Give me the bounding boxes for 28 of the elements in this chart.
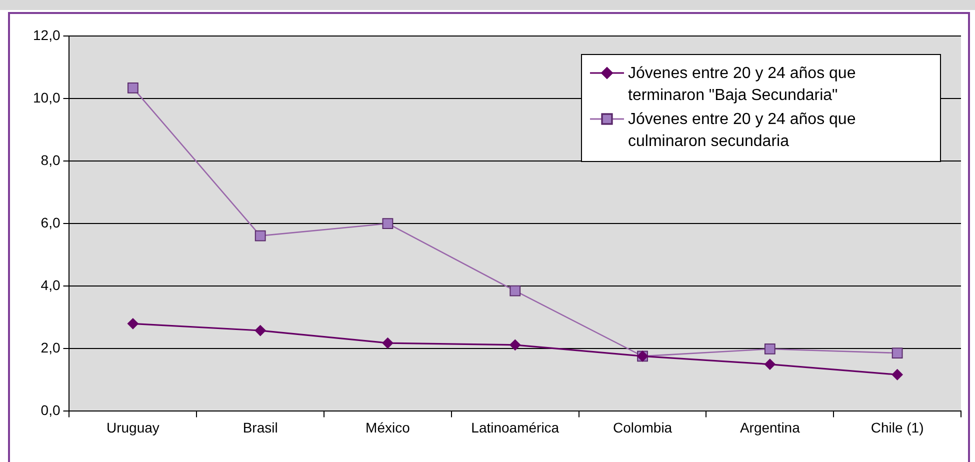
point [510,285,521,296]
x-tick-label: Brasil [242,419,278,436]
point [127,82,138,94]
y-tick-label: 8,0 [40,152,60,168]
point [254,230,266,242]
y-tick-label: 10,0 [33,89,60,106]
point [510,339,521,350]
point [892,369,903,380]
point [892,348,903,358]
legend-label: Jóvenes entre 20 y 24 años que terminaron "Baja Secundaria" [628,64,857,106]
point [382,218,394,230]
point [127,318,138,330]
y-tick-label: 0,0 [40,402,60,418]
y-tick-label: 2,0 [40,340,60,356]
x-tick-label: México [366,419,410,436]
x-tick-label: Argentina [740,419,800,436]
point [382,338,394,349]
y-tick-label: 12,0 [33,26,60,43]
point [764,344,776,354]
x-tick-label: Chile (1) [870,419,924,436]
legend-label: Jóvenes entre 20 y 24 años que culminaron secundaria [628,110,857,152]
x-tick-label: Latinoamérica [471,419,560,436]
point [764,358,776,370]
x-tick-label: Colombia [612,419,672,436]
y-tick-label: 4,0 [40,276,60,293]
y-tick-label: 6,0 [40,214,60,230]
point [254,325,266,336]
x-tick-label: Uruguay [106,419,160,436]
